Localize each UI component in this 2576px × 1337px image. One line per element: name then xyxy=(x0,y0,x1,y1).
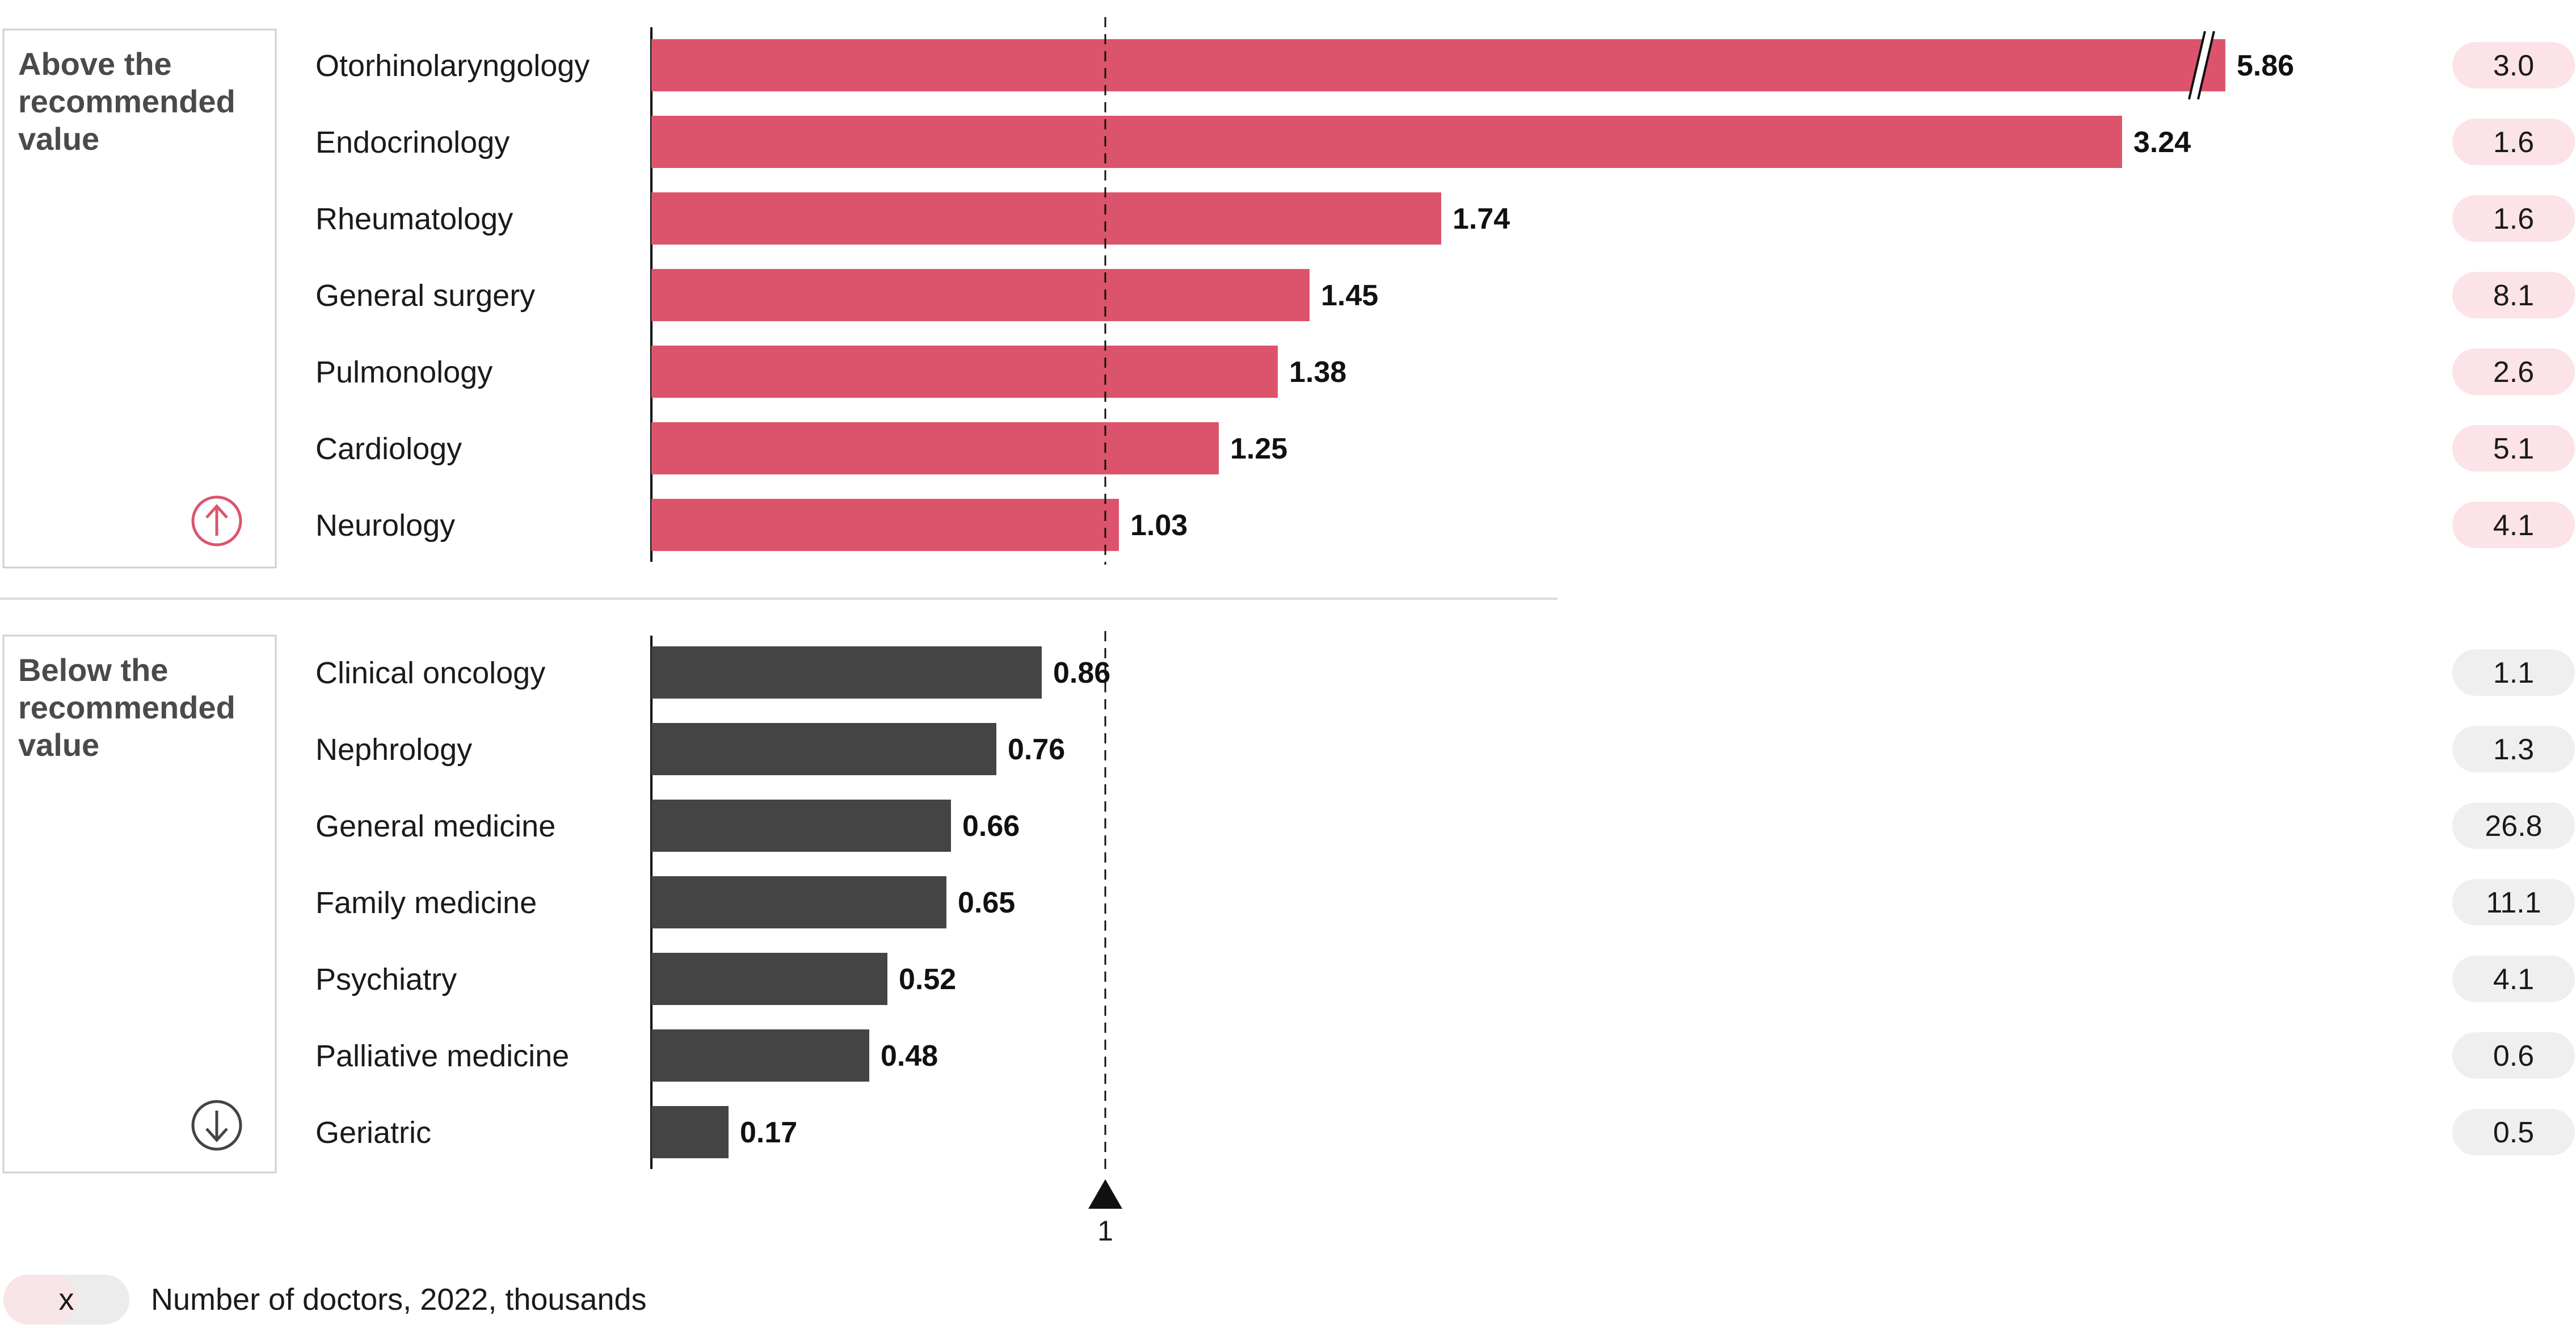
legend-pill-tint xyxy=(3,1275,77,1325)
legend-label: Number of doctors, 2022, thousands xyxy=(151,1283,647,1317)
category-label: Psychiatry xyxy=(315,962,457,997)
group-box-below xyxy=(2,634,277,1174)
doctors-count: 1.6 xyxy=(2493,203,2534,236)
group-title-above: Above the xyxy=(18,46,172,82)
bar xyxy=(651,1106,729,1158)
bar xyxy=(651,800,951,852)
category-label: General medicine xyxy=(315,809,555,843)
doctors-pill xyxy=(2452,502,2575,548)
doctors-count: 2.6 xyxy=(2493,356,2534,389)
value-label: 1.74 xyxy=(1453,203,1510,236)
bar xyxy=(651,39,2225,91)
doctors-pill xyxy=(2452,726,2575,772)
bar xyxy=(651,499,1119,551)
doctors-pill xyxy=(2452,956,2575,1002)
doctors-pill xyxy=(2452,1109,2575,1155)
bar xyxy=(651,953,887,1005)
doctors-pill xyxy=(2452,802,2575,849)
bar xyxy=(651,646,1042,699)
axis-break-gap xyxy=(2190,31,2213,99)
doctors-pill xyxy=(2452,195,2575,242)
doctors-count: 1.1 xyxy=(2493,657,2534,689)
category-label: Cardiology xyxy=(315,432,462,466)
value-label: 0.48 xyxy=(881,1040,938,1073)
group-title-below: Below the xyxy=(18,652,168,688)
doctors-pill xyxy=(2452,879,2575,926)
arrow-down-circle-icon-circle xyxy=(191,1100,242,1151)
category-label: Palliative medicine xyxy=(315,1039,569,1073)
bar xyxy=(651,116,2122,168)
reference-label: 1 xyxy=(1097,1215,1113,1247)
value-label: 5.86 xyxy=(2237,49,2294,82)
doctors-pill xyxy=(2452,649,2575,696)
category-label: Rheumatology xyxy=(315,202,513,236)
bar xyxy=(651,346,1278,398)
bar xyxy=(651,876,946,928)
value-label: 0.66 xyxy=(962,810,1020,843)
doctors-pill xyxy=(2452,119,2575,165)
category-label: Geriatric xyxy=(315,1116,431,1150)
value-label: 1.45 xyxy=(1321,279,1378,312)
group-title-below: value xyxy=(18,727,99,763)
category-label: Clinical oncology xyxy=(315,656,545,690)
group-title-above: value xyxy=(18,121,99,157)
bar xyxy=(651,1029,869,1082)
doctors-pill xyxy=(2452,272,2575,318)
doctors-count: 8.1 xyxy=(2493,279,2534,312)
value-label: 1.25 xyxy=(1230,432,1287,465)
category-label: General surgery xyxy=(315,279,535,313)
value-label: 1.38 xyxy=(1289,356,1346,389)
legend-pill-text: x xyxy=(59,1283,74,1317)
doctors-pill xyxy=(2452,42,2575,89)
group-box-above xyxy=(2,28,277,569)
group-title-below: recommended xyxy=(18,689,235,725)
category-label: Neurology xyxy=(315,508,455,543)
group-title-above: recommended xyxy=(18,83,235,119)
doctors-count: 1.3 xyxy=(2493,733,2534,766)
axis-break-mark xyxy=(2197,31,2215,100)
arrow-up-circle-icon-head xyxy=(205,504,228,519)
doctors-pill xyxy=(2452,348,2575,395)
category-label: Otorhinolaryngology xyxy=(315,49,590,83)
value-label: 0.86 xyxy=(1053,657,1110,689)
value-label: 0.52 xyxy=(899,963,956,996)
doctors-count: 4.1 xyxy=(2493,963,2534,996)
bar xyxy=(651,269,1310,321)
category-label: Nephrology xyxy=(315,733,472,767)
doctors-count: 11.1 xyxy=(2486,886,2541,919)
doctors-pill xyxy=(2452,425,2575,472)
reference-marker-icon xyxy=(1088,1179,1122,1209)
arrow-up-circle-icon xyxy=(191,495,242,546)
doctors-pill xyxy=(2452,1032,2575,1079)
doctors-count: 26.8 xyxy=(2485,810,2542,843)
value-label: 0.17 xyxy=(740,1116,797,1149)
doctors-count: 5.1 xyxy=(2493,432,2534,465)
doctors-count: 1.6 xyxy=(2493,126,2534,159)
doctors-count: 0.5 xyxy=(2493,1116,2534,1149)
category-label: Family medicine xyxy=(315,886,537,920)
bar xyxy=(651,192,1441,245)
axis-break-mark xyxy=(2188,31,2206,100)
bar xyxy=(651,422,1219,474)
doctors-count: 4.1 xyxy=(2493,509,2534,542)
category-label: Pulmonology xyxy=(315,355,493,389)
value-label: 0.76 xyxy=(1008,733,1065,766)
category-label: Endocrinology xyxy=(315,125,510,159)
value-label: 3.24 xyxy=(2133,126,2191,159)
arrow-down-circle-icon-head xyxy=(205,1128,228,1142)
arrow-up-circle-icon-circle xyxy=(191,495,242,546)
doctors-count: 0.6 xyxy=(2493,1040,2534,1073)
doctors-count: 3.0 xyxy=(2493,49,2534,82)
arrow-down-circle-icon xyxy=(191,1100,242,1151)
value-label: 1.03 xyxy=(1130,509,1188,542)
bar xyxy=(651,723,996,775)
value-label: 0.65 xyxy=(958,886,1015,919)
